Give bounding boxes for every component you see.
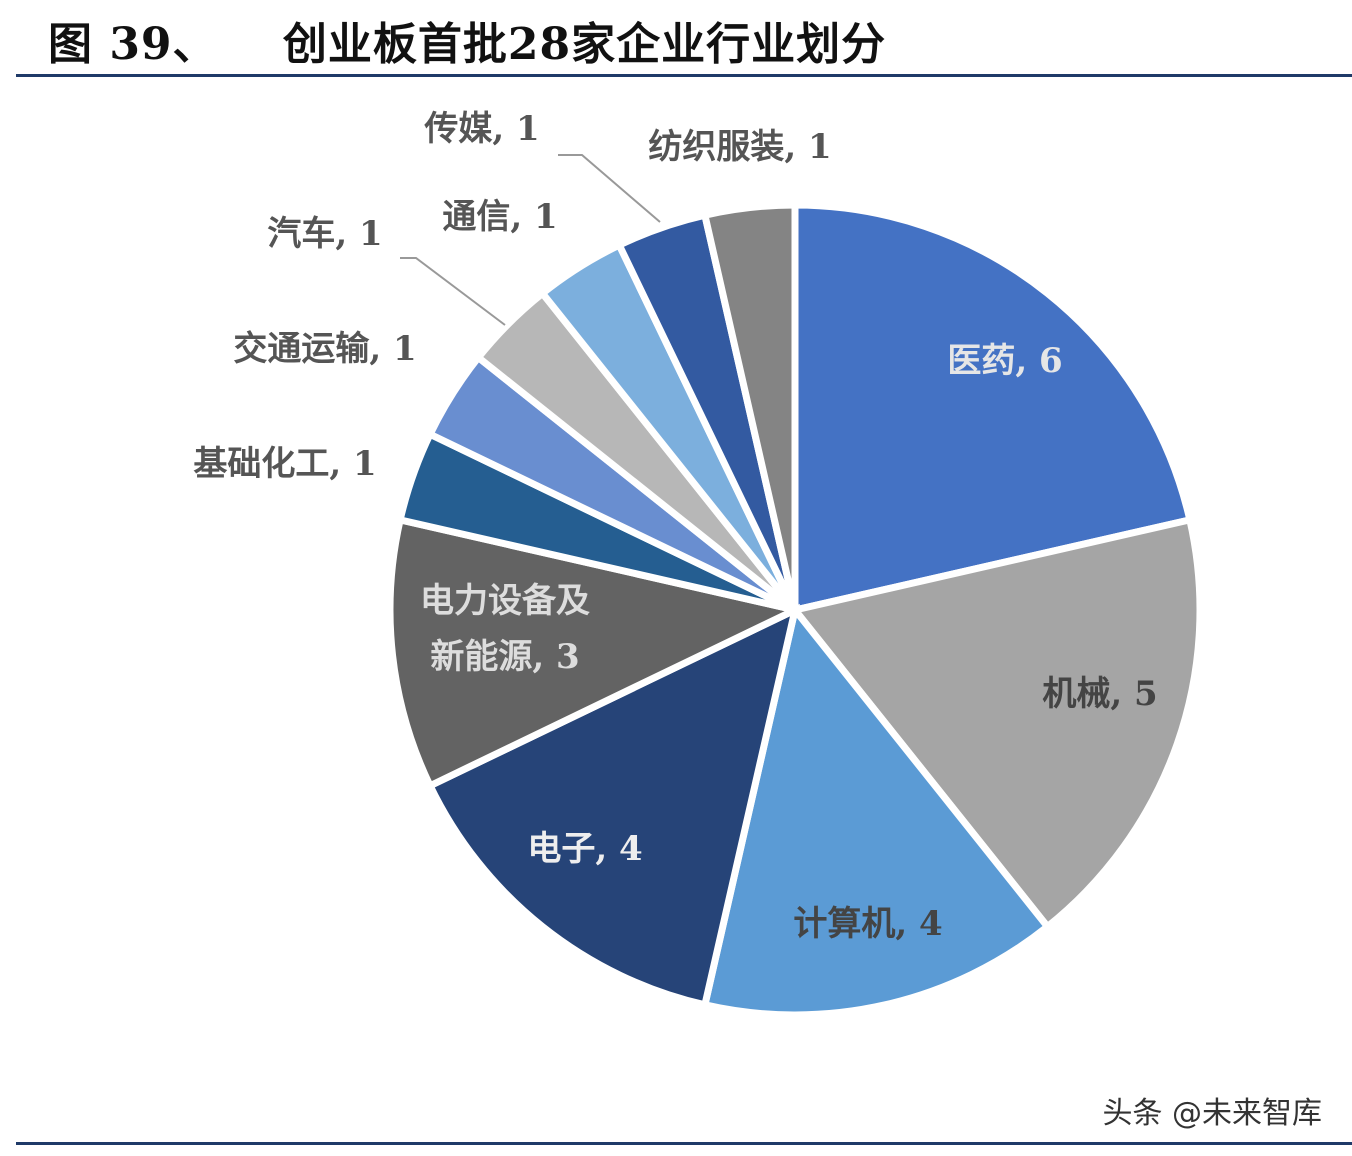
slice-label-10: 纺织服装, 1 [648, 127, 831, 167]
leader-line-qiche [400, 257, 506, 326]
figure-title-text: 创业板首批28家企业行业划分 [282, 19, 887, 70]
figure-number: 图 39、 [48, 19, 218, 70]
slice-label-5: 基础化工, 1 [193, 444, 376, 484]
slice-label-3: 电子, 4 [527, 829, 642, 869]
slice-label-6: 交通运输, 1 [233, 329, 416, 369]
slice-label-7: 汽车, 1 [267, 214, 382, 254]
pie-slice-4 [386, 515, 806, 791]
slice-label-4: 新能源, 3 [430, 637, 579, 677]
bottom-rule [16, 1142, 1352, 1145]
slice-label-9: 传媒, 1 [423, 109, 539, 149]
slice-label-4: 电力设备及 [420, 581, 590, 621]
slice-label-1: 机械, 5 [1042, 674, 1157, 714]
watermark: 头条 @未来智库 [1102, 1096, 1322, 1131]
slice-label-2: 计算机, 4 [793, 904, 942, 944]
figure-title: 图 39、 创业板首批28家企业行业划分 [48, 8, 886, 72]
slice-label-8: 通信, 1 [442, 197, 557, 237]
pie-slice-1 [788, 515, 1204, 932]
slice-label-0: 医药, 6 [947, 341, 1062, 381]
leader-line-chuanmei [558, 154, 661, 223]
pie-slice-2 [700, 602, 1053, 1019]
pie-slice-3 [425, 603, 801, 1010]
pie-slice-0 [791, 201, 1195, 615]
pie-slice-10 [700, 201, 799, 611]
top-rule [16, 74, 1352, 77]
